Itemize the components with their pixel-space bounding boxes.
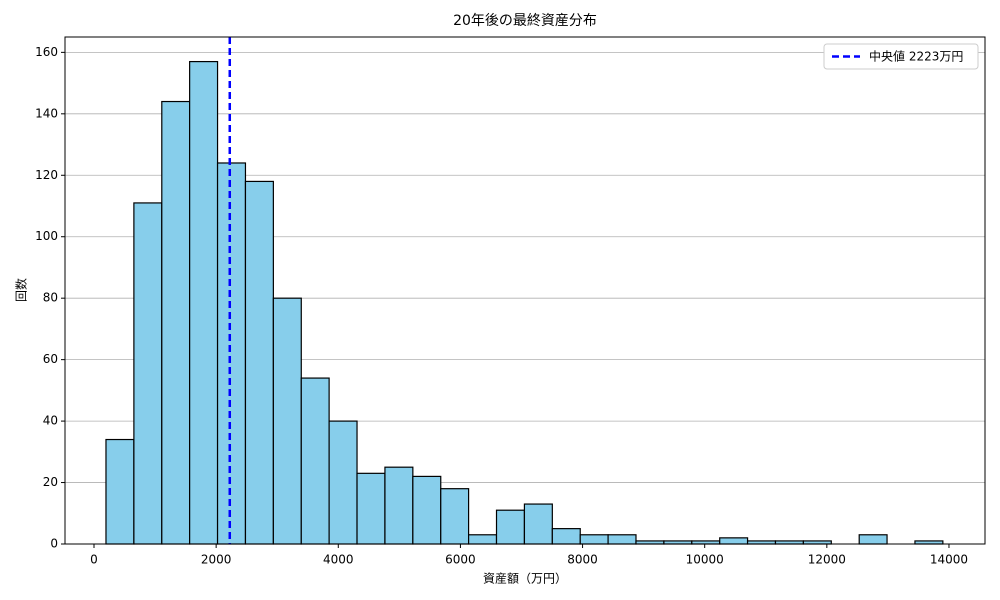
x-tick-label: 2000	[201, 553, 232, 567]
y-tick-label: 160	[35, 45, 58, 59]
y-axis-label: 回数	[14, 278, 29, 302]
x-tick-label: 4000	[323, 553, 354, 567]
x-tick-label: 0	[90, 553, 98, 567]
x-axis-label: 資産額（万円）	[483, 571, 567, 586]
bar	[161, 100, 191, 545]
x-tick-label: 10000	[686, 553, 724, 567]
bar	[244, 180, 274, 545]
bar	[551, 528, 581, 545]
y-tick-label: 60	[43, 352, 58, 366]
legend-box	[823, 43, 979, 70]
bar	[384, 466, 414, 545]
y-tick-label: 80	[43, 291, 58, 305]
bar	[133, 202, 163, 545]
x-tick-label: 14000	[930, 553, 968, 567]
bar	[272, 297, 302, 545]
y-tick-label: 120	[35, 168, 58, 182]
bar	[468, 534, 498, 545]
plot-frame	[64, 36, 986, 545]
bar	[579, 534, 609, 545]
y-tick-label: 0	[50, 537, 58, 551]
bar	[719, 537, 749, 545]
y-tick-label: 20	[43, 475, 58, 489]
x-tick-label: 8000	[567, 553, 598, 567]
bar	[523, 503, 553, 545]
bar	[858, 534, 888, 545]
bar	[607, 534, 637, 545]
bar	[328, 420, 358, 545]
chart-title: 20年後の最終資産分布	[453, 13, 597, 29]
x-tick-label: 6000	[445, 553, 476, 567]
bar	[216, 162, 247, 545]
bar	[356, 472, 386, 545]
bar	[300, 377, 330, 545]
bar	[412, 475, 442, 545]
y-tick-label: 140	[35, 106, 58, 120]
y-tick-label: 100	[35, 229, 58, 243]
legend-label: 中央値 2223万円	[869, 49, 963, 64]
bar	[105, 438, 135, 545]
bar	[189, 60, 219, 545]
bar	[440, 488, 470, 545]
bar	[495, 509, 526, 545]
y-tick-label: 40	[43, 414, 58, 428]
x-tick-label: 12000	[808, 553, 846, 567]
